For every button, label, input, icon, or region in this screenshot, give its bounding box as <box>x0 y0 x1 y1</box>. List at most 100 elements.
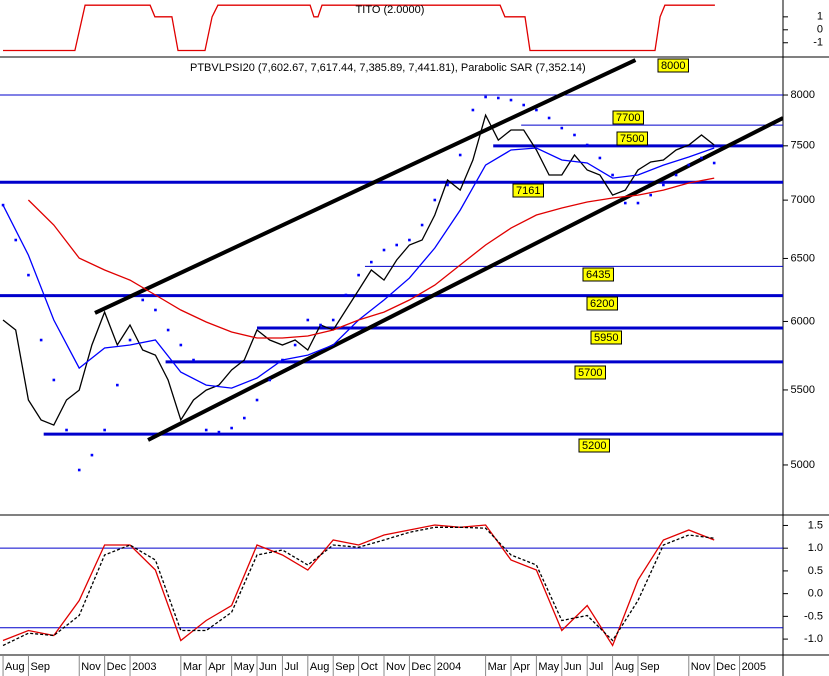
level-label-box <box>582 267 614 282</box>
sar-dot <box>509 98 513 102</box>
sar-dot <box>433 198 437 202</box>
sar-dot <box>585 143 589 147</box>
y-tick-label: 6500 <box>791 252 815 264</box>
y-tick-label: 5000 <box>791 459 815 471</box>
y-tick-label: 8000 <box>791 89 815 101</box>
x-tick-label: May <box>538 661 559 673</box>
sar-dot <box>255 398 259 402</box>
sar-dot <box>382 248 386 252</box>
series-line <box>3 4 715 52</box>
sar-dot <box>192 358 195 362</box>
sar-dot <box>573 133 576 137</box>
plot-area <box>0 58 783 472</box>
y-tick-label: 1.0 <box>808 542 823 554</box>
y-tick-label: -1 <box>813 37 823 49</box>
y-tick-label: 1 <box>817 11 823 23</box>
sar-dot <box>712 161 716 165</box>
trend-line <box>94 58 637 315</box>
series-line <box>27 177 715 339</box>
level-label-box <box>612 110 644 125</box>
sar-dot <box>268 378 272 382</box>
sar-dot <box>293 343 297 347</box>
sar-dot <box>39 338 43 342</box>
x-tick-label: Mar <box>183 661 202 673</box>
x-tick-label: Apr <box>208 661 225 673</box>
y-tick-label: 7000 <box>791 194 815 206</box>
plot-area <box>0 524 783 647</box>
sar-dot <box>649 193 652 197</box>
sar-dot <box>306 318 310 322</box>
sar-dot <box>700 156 703 160</box>
sar-dot <box>27 273 30 277</box>
sar-dot <box>662 183 665 187</box>
sar-dot <box>395 243 399 247</box>
y-tick-label: 5500 <box>791 384 815 396</box>
sar-dot <box>14 238 18 242</box>
sar-dot <box>446 183 449 187</box>
sar-dot <box>65 428 68 432</box>
sar-dot <box>204 428 208 432</box>
sar-dot <box>611 173 614 177</box>
level-label-box <box>616 131 648 146</box>
sar-dot <box>319 323 322 327</box>
trend-line <box>147 116 783 442</box>
x-tick-label: Jun <box>564 661 582 673</box>
x-tick-label: Jun <box>259 661 277 673</box>
sar-dot <box>674 173 678 177</box>
sar-dot <box>166 328 170 332</box>
sar-dot <box>560 126 564 130</box>
sar-dot <box>408 238 411 242</box>
level-label-box <box>657 58 689 73</box>
level-label-box <box>578 438 610 453</box>
level-label: 5700 <box>578 367 602 379</box>
y-tick-label: 0.0 <box>808 588 823 600</box>
sar-dot <box>52 378 56 382</box>
level-label: 5200 <box>582 440 606 452</box>
sar-dot <box>179 343 183 347</box>
x-tick-label: Mar <box>488 661 507 673</box>
x-tick-label: Nov <box>691 661 711 673</box>
sar-dot <box>116 383 119 387</box>
x-tick-label: Dec <box>411 661 431 673</box>
level-label: 7161 <box>516 185 540 197</box>
level-label: 6200 <box>590 298 614 310</box>
sar-dot <box>370 260 373 264</box>
series-line <box>2 526 715 647</box>
x-tick-label: Apr <box>513 661 530 673</box>
level-label: 6435 <box>586 269 610 281</box>
sar-dot <box>496 96 500 100</box>
x-tick-label: Jul <box>284 661 298 673</box>
sar-dot <box>154 308 157 312</box>
level-label-box <box>590 330 622 345</box>
y-tick-label: 0 <box>817 24 823 36</box>
level-label-box <box>574 365 606 380</box>
x-tick-label: Sep <box>335 661 355 673</box>
sar-dot <box>1 203 5 207</box>
panel-title: PTBVLPSI20 (7,602.67, 7,617.44, 7,385.89… <box>190 62 586 74</box>
y-tick-label: -1.0 <box>804 633 823 645</box>
sar-dot <box>128 338 132 342</box>
y-tick-label: 1.5 <box>808 519 823 531</box>
sar-dot <box>471 108 475 112</box>
level-label: 5950 <box>594 332 618 344</box>
x-tick-label: Sep <box>640 661 660 673</box>
sar-dot <box>77 468 81 472</box>
x-tick-label: Jul <box>589 661 603 673</box>
level-label: 7500 <box>620 133 644 145</box>
sar-dot <box>535 108 538 112</box>
x-tick-label: Dec <box>716 661 736 673</box>
y-tick-label: -0.5 <box>804 610 823 622</box>
x-tick-label: Sep <box>30 661 50 673</box>
sar-dot <box>484 95 487 99</box>
sar-dot <box>103 428 106 432</box>
series-line <box>2 113 715 426</box>
x-tick-label: Aug <box>5 661 25 673</box>
sar-dot <box>623 201 627 205</box>
level-label: 8000 <box>661 60 685 72</box>
series-line <box>2 524 715 647</box>
x-tick-label: 2005 <box>742 661 766 673</box>
sar-dot <box>357 273 360 277</box>
sar-dot <box>344 293 348 297</box>
